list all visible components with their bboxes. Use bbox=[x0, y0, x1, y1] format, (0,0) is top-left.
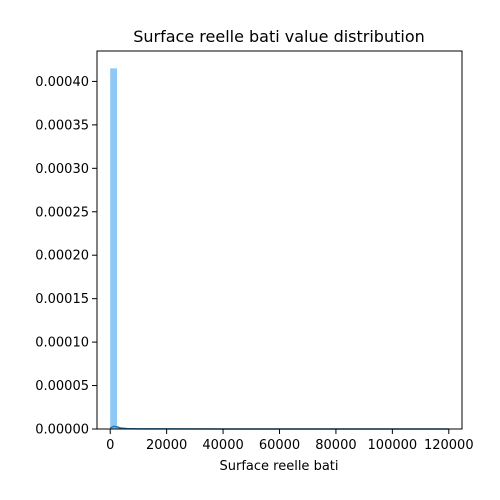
x-tick-label: 80000 bbox=[315, 438, 356, 453]
x-tick-label: 0 bbox=[106, 438, 114, 453]
x-tick-label: 120000 bbox=[424, 438, 474, 453]
x-tick-label: 100000 bbox=[368, 438, 418, 453]
plot-area bbox=[96, 50, 463, 430]
y-axis: 0.00000 0.00005 0.00010 0.00015 0.00020 0.000… bbox=[35, 75, 97, 438]
y-tick-label: 0.00020 bbox=[35, 249, 89, 264]
histogram-bar bbox=[110, 68, 117, 430]
y-tick-label: 0.00000 bbox=[35, 423, 89, 438]
y-tick-label: 0.00010 bbox=[35, 336, 89, 351]
x-tick-label: 20000 bbox=[146, 438, 187, 453]
y-tick-label: 0.00035 bbox=[35, 118, 89, 133]
x-tick-label: 60000 bbox=[259, 438, 300, 453]
y-tick-label: 0.00015 bbox=[35, 292, 89, 307]
x-tick-label: 40000 bbox=[202, 438, 243, 453]
chart-title: Surface reelle bati value distribution bbox=[133, 27, 425, 46]
y-tick-label: 0.00040 bbox=[35, 75, 89, 90]
x-axis: 0 20000 40000 60000 80000 100000 120000 bbox=[106, 429, 474, 453]
y-tick-label: 0.00025 bbox=[35, 205, 89, 220]
y-tick-label: 0.00005 bbox=[35, 379, 89, 394]
x-axis-label: Surface reelle bati bbox=[220, 459, 339, 474]
histogram-bars bbox=[110, 68, 449, 430]
y-tick-label: 0.00030 bbox=[35, 162, 89, 177]
plot-frame bbox=[96, 50, 463, 430]
